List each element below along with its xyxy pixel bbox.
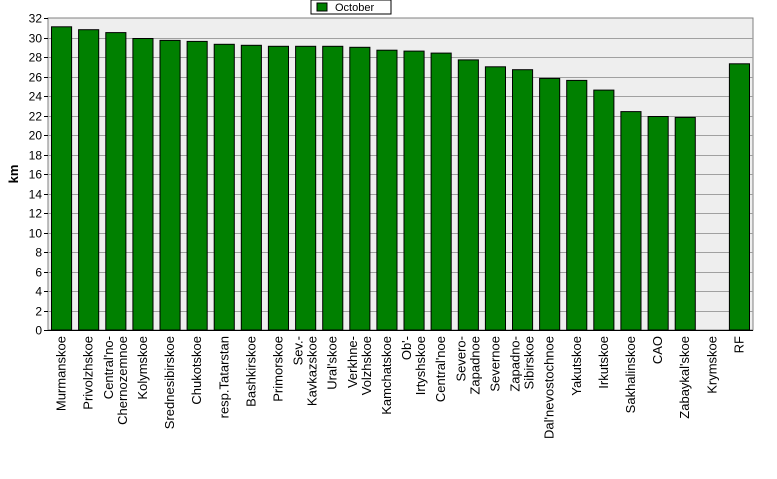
- y-tick-label: 24: [29, 90, 43, 104]
- bar: [484, 66, 506, 331]
- y-tick-label: 28: [29, 51, 43, 65]
- y-tick-label: 8: [35, 246, 42, 260]
- bar: [349, 46, 371, 331]
- x-tick-label: Ural'skoe: [325, 336, 340, 390]
- bar: [566, 79, 588, 331]
- y-tick-label: 22: [29, 110, 43, 124]
- bar: [539, 77, 561, 331]
- x-tick-label: Zabaykal'skoe: [677, 336, 692, 419]
- bar: [674, 116, 696, 331]
- bar: [430, 52, 452, 331]
- x-axis: Murmanskoe Privolzhskoe Central'no-Chernoz…: [48, 330, 753, 439]
- x-tick-label: Srednesibirskoe: [162, 336, 177, 429]
- x-tick-label: Severo-Zapadnoe: [453, 336, 482, 395]
- x-tick-label: Krymskoe: [704, 336, 719, 394]
- bar: [295, 45, 317, 331]
- y-tick-label: 16: [29, 168, 43, 182]
- x-tick-label: Chukotskoe: [189, 336, 204, 405]
- x-tick-label: Sev.-Kavkazskoe: [291, 336, 320, 406]
- bar: [457, 59, 479, 331]
- bar: [213, 43, 235, 331]
- bar: [159, 39, 181, 331]
- y-tick-label: 32: [29, 12, 43, 26]
- bar: [376, 49, 398, 331]
- bar: [51, 26, 73, 331]
- x-tick-label: Ob'-Irtyshskoe: [399, 336, 428, 395]
- y-tick-label: 4: [35, 285, 42, 299]
- bar: [593, 89, 615, 331]
- legend-box: [310, 0, 392, 15]
- bar: [132, 38, 154, 331]
- bar: [186, 40, 208, 331]
- y-tick-label: 0: [35, 324, 42, 338]
- y-tick-label: 26: [29, 71, 43, 85]
- y-tick-label: 18: [29, 149, 43, 163]
- bars: [51, 26, 751, 331]
- x-tick-label: Verkhne-Volzhskoe: [345, 336, 374, 395]
- y-tick-label: 6: [35, 266, 42, 280]
- y-axis-title: km: [6, 165, 21, 184]
- bar: [647, 116, 669, 331]
- bar: [240, 44, 262, 331]
- y-tick-label: 30: [29, 32, 43, 46]
- x-tick-label: resp.Tatarstan: [216, 336, 231, 418]
- x-tick-label: RF: [731, 336, 746, 353]
- y-tick-label: 14: [29, 188, 43, 202]
- x-tick-label: Kolymskoe: [135, 336, 150, 400]
- x-tick-label: Central'noe: [433, 336, 448, 402]
- x-tick-label: Central'no-Chernozemnoe: [101, 336, 130, 425]
- y-tick-label: 10: [29, 227, 43, 241]
- x-tick-label: Primorskoe: [271, 336, 286, 402]
- bar: [105, 32, 127, 331]
- bar: [267, 45, 289, 331]
- x-tick-label: Murmanskoe: [54, 336, 69, 411]
- x-tick-label: CAO: [650, 336, 665, 364]
- bar: [620, 111, 642, 331]
- y-tick-label: 12: [29, 207, 43, 221]
- x-tick-label: Dal'nevostochnoe: [542, 336, 557, 439]
- bar: [728, 63, 751, 331]
- bar: [403, 50, 425, 331]
- x-tick-label: Irkutskoe: [596, 336, 611, 389]
- y-tick-label: 2: [35, 305, 42, 319]
- y-tick-label: 20: [29, 129, 43, 143]
- x-tick-label: Bashkirskoe: [243, 336, 258, 407]
- x-tick-label: Privolzhskoe: [81, 336, 96, 410]
- x-tick-label: Yakutskoe: [569, 336, 584, 396]
- x-tick-label: Kamchatskoe: [379, 336, 394, 415]
- legend-label: October: [335, 2, 374, 14]
- x-tick-label: Zapadno-Sibirskoe: [508, 336, 537, 392]
- bar: [322, 45, 344, 331]
- legend-swatch: [316, 2, 328, 12]
- legend: October: [310, 0, 392, 15]
- bar: [78, 29, 100, 331]
- x-tick-label: Severnoe: [487, 336, 502, 392]
- bar: [512, 69, 534, 331]
- x-tick-label: Sakhalinskoe: [623, 336, 638, 413]
